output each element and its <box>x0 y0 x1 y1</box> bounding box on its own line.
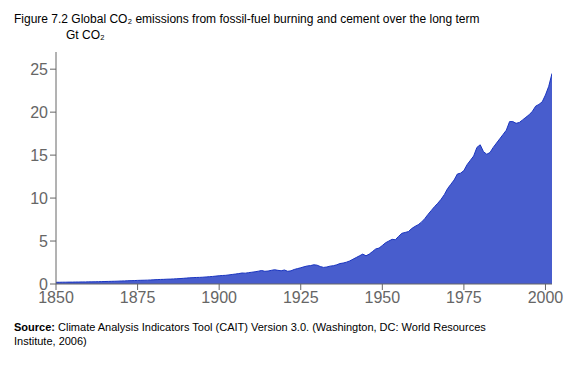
html-text:Source: Climate Analysis Indic: Source: Climate Analysis Indicators Tool… <box>14 321 486 347</box>
html-text:Figure 7.2 Global CO₂ emission: Figure 7.2 Global CO₂ emissions from fos… <box>14 12 480 26</box>
svg-text:10: 10 <box>30 190 48 207</box>
svg-text:25: 25 <box>30 61 48 78</box>
svg-text:1850: 1850 <box>38 289 74 307</box>
svg-text:15: 15 <box>30 147 48 164</box>
svg-text:1925: 1925 <box>283 289 319 306</box>
svg-text:0: 0 <box>39 276 48 293</box>
html-text:Gt CO₂: Gt CO₂ <box>66 28 105 42</box>
svg-text:5: 5 <box>39 233 48 250</box>
svg-text:20: 20 <box>30 104 48 121</box>
svg-text:1950: 1950 <box>365 289 401 306</box>
svg-text:1975: 1975 <box>446 289 482 306</box>
svg-text:1875: 1875 <box>120 289 156 306</box>
svg-text:2000: 2000 <box>528 289 564 306</box>
svg-text:1900: 1900 <box>201 289 237 306</box>
